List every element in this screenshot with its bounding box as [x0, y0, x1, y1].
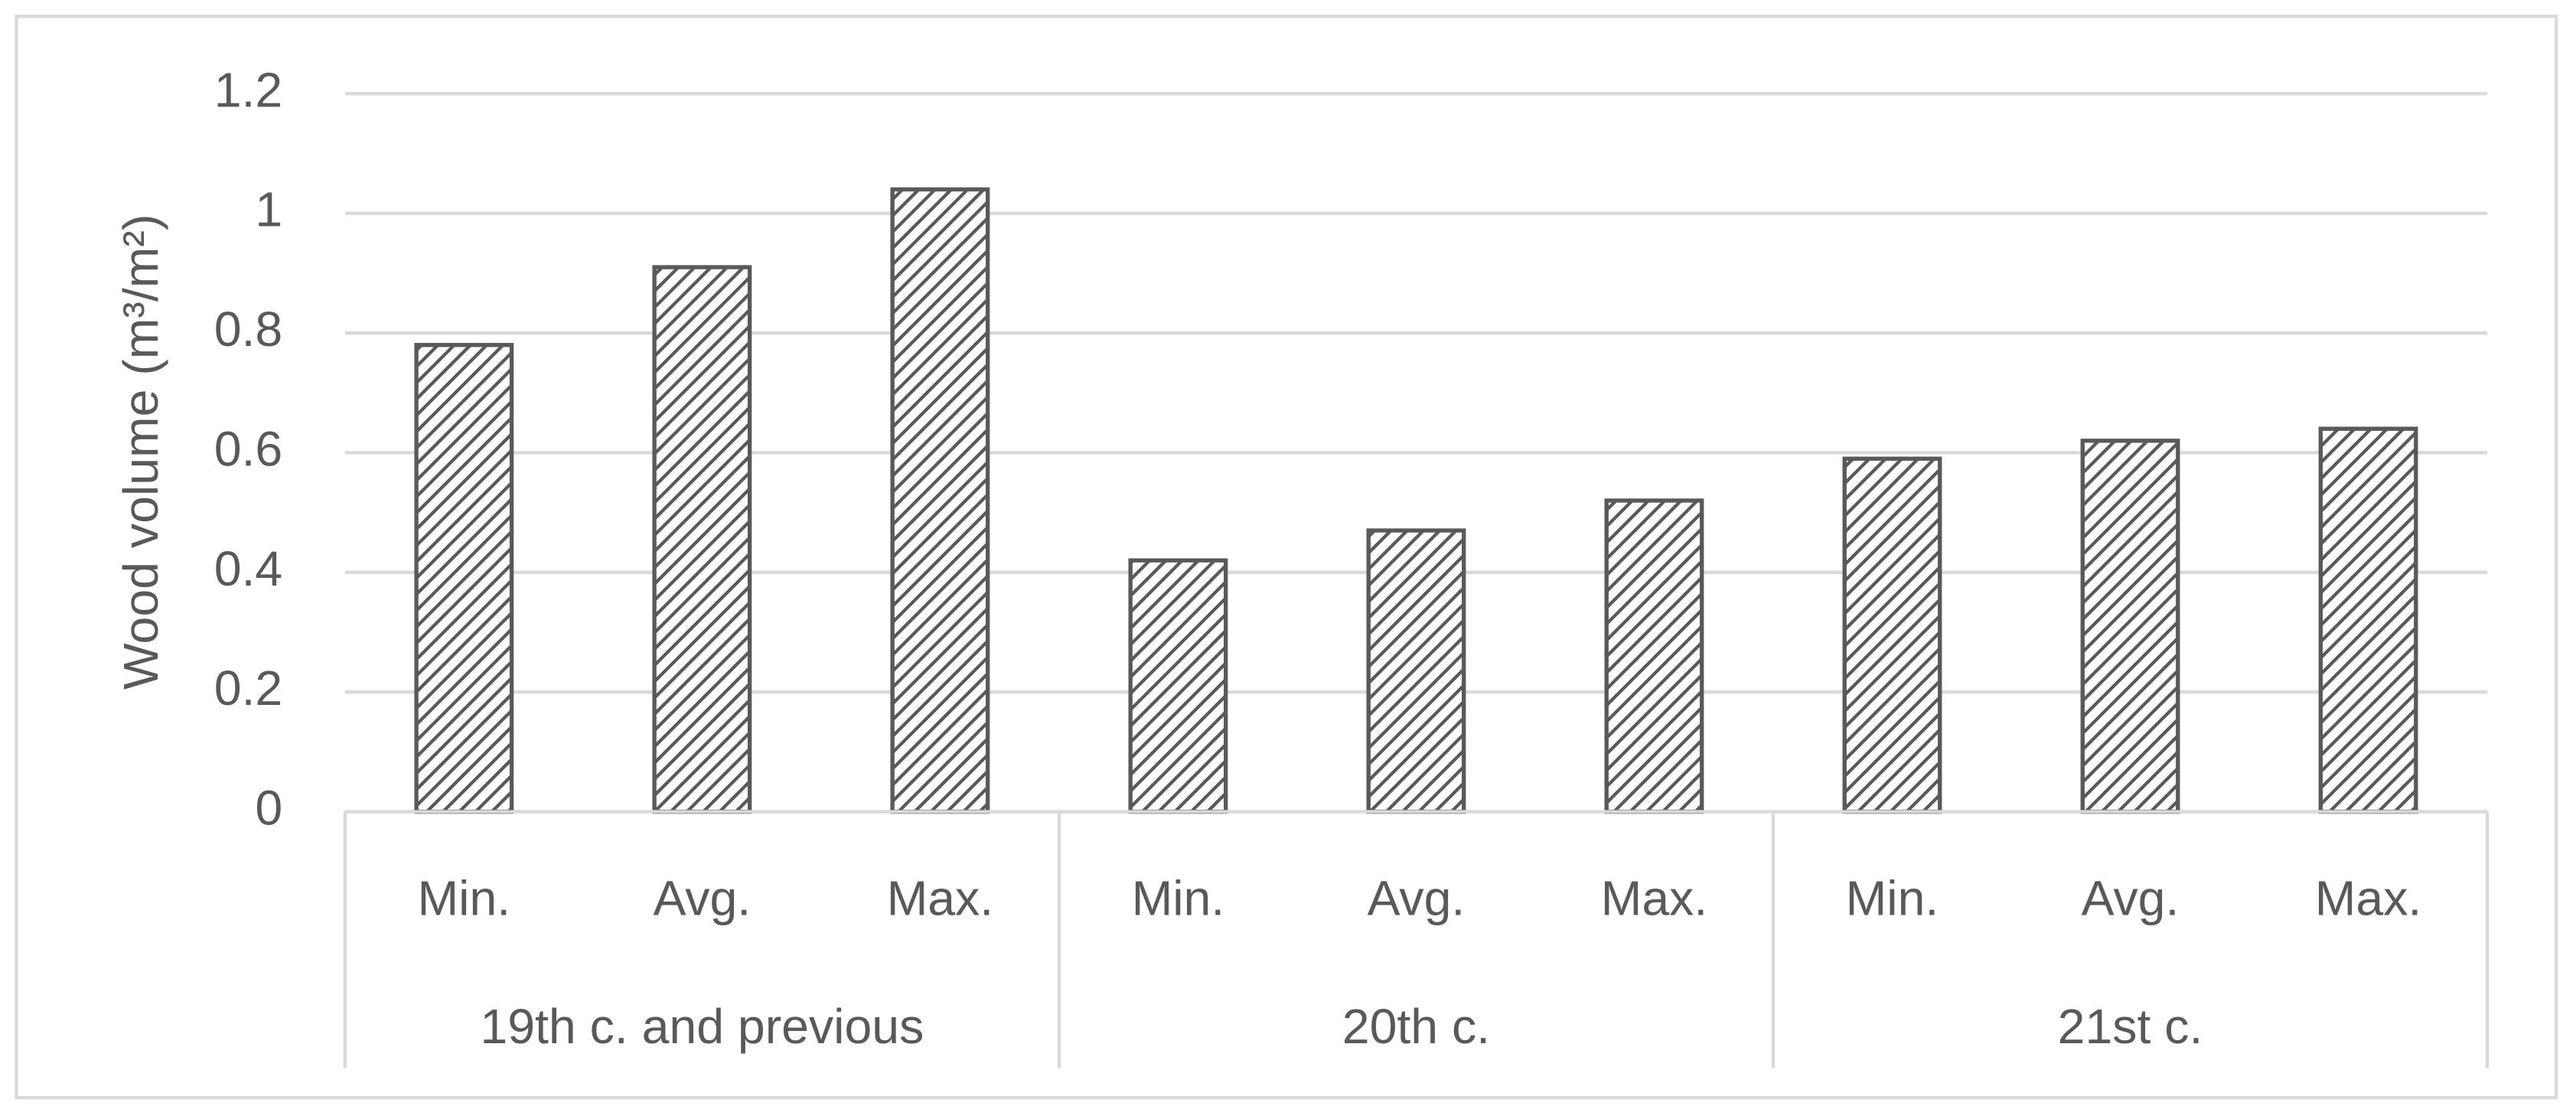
- bar: [1128, 558, 1228, 814]
- bar: [1604, 498, 1704, 814]
- y-tick-label: 0.6: [214, 421, 283, 476]
- y-tick-label: 0.2: [214, 661, 283, 716]
- y-tick-label: 1: [255, 182, 282, 237]
- group-label: 19th c. and previous: [480, 999, 924, 1054]
- bar: [1366, 528, 1466, 814]
- y-tick-label: 0.8: [214, 302, 283, 357]
- y-tick-label: 1.2: [214, 62, 283, 117]
- x-tick-label: Avg.: [2082, 871, 2180, 926]
- bar: [890, 187, 990, 814]
- y-tick-label: 0.4: [214, 541, 283, 596]
- bar: [2080, 439, 2180, 814]
- y-axis-label: Wood volume (m³/m²): [113, 214, 168, 690]
- group-label: 21st c.: [2058, 999, 2203, 1054]
- bar: [652, 265, 752, 814]
- bar: [2318, 426, 2418, 814]
- group-label: 20th c.: [1342, 999, 1490, 1054]
- x-tick-label: Avg.: [654, 871, 752, 926]
- bar: [1842, 456, 1942, 814]
- x-tick-label: Min.: [417, 871, 510, 926]
- x-tick-label: Min.: [1132, 871, 1225, 926]
- x-tick-label: Max.: [2315, 871, 2422, 926]
- x-tick-label: Max.: [887, 871, 994, 926]
- bar: [414, 343, 514, 814]
- x-tick-label: Avg.: [1368, 871, 1466, 926]
- y-tick-label: 0: [255, 781, 282, 836]
- x-tick-label: Max.: [1601, 871, 1708, 926]
- x-tick-label: Min.: [1846, 871, 1939, 926]
